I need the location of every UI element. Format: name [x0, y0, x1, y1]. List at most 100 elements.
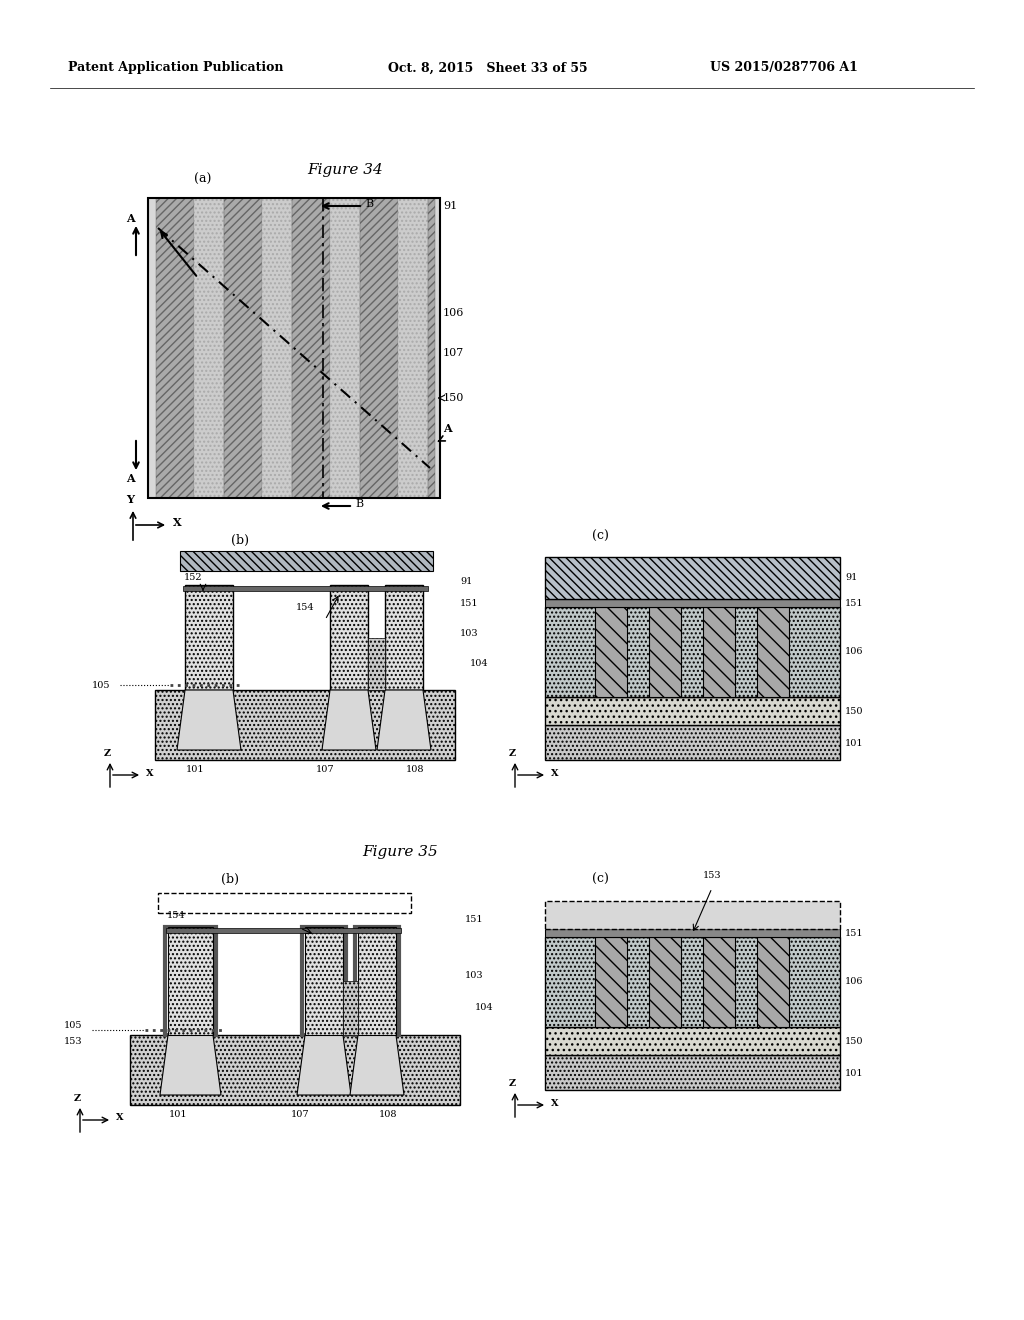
Bar [185, 585, 233, 690]
Text: 105: 105 [91, 681, 110, 689]
Text: 101: 101 [185, 766, 205, 774]
Text: Z: Z [74, 1094, 81, 1104]
Polygon shape [177, 690, 241, 750]
Text: 154: 154 [296, 603, 314, 612]
Bar [545, 607, 840, 697]
Bar [545, 902, 840, 929]
Bar [343, 981, 358, 1035]
Bar [158, 894, 411, 913]
Text: 107: 107 [291, 1110, 309, 1119]
Bar [545, 1055, 840, 1090]
Polygon shape [350, 1035, 404, 1096]
Bar [428, 198, 435, 498]
Bar [545, 697, 840, 725]
Bar [355, 927, 399, 1035]
Bar [595, 607, 627, 697]
Text: A: A [443, 422, 452, 433]
Text: 91: 91 [460, 578, 472, 586]
Text: 150: 150 [845, 706, 863, 715]
Bar [302, 927, 346, 1035]
Text: 151: 151 [460, 599, 478, 609]
Bar [224, 198, 262, 498]
Text: 154: 154 [167, 911, 185, 920]
Text: 106: 106 [845, 648, 863, 656]
Text: Figure 34: Figure 34 [307, 162, 383, 177]
Text: Oct. 8, 2015   Sheet 33 of 55: Oct. 8, 2015 Sheet 33 of 55 [388, 62, 588, 74]
Text: 105: 105 [63, 1020, 82, 1030]
Text: X: X [173, 517, 181, 528]
Bar [545, 1027, 840, 1055]
Text: 104: 104 [470, 660, 488, 668]
Polygon shape [322, 690, 376, 750]
Text: 151: 151 [845, 928, 863, 937]
Bar [545, 599, 840, 607]
Text: 108: 108 [379, 1110, 397, 1119]
Text: 152: 152 [183, 573, 203, 582]
Text: 103: 103 [460, 628, 478, 638]
Bar [649, 937, 681, 1027]
Text: Z: Z [509, 748, 515, 758]
Text: 150: 150 [845, 1036, 863, 1045]
Bar [155, 690, 455, 760]
Text: 104: 104 [475, 1003, 494, 1012]
Bar [183, 586, 428, 591]
Text: 107: 107 [443, 348, 464, 358]
Text: 108: 108 [406, 766, 424, 774]
Bar [368, 638, 385, 690]
Bar [330, 198, 360, 498]
Bar [305, 927, 343, 1035]
Text: 151: 151 [845, 598, 863, 607]
Text: X: X [551, 768, 559, 777]
Bar [194, 198, 224, 498]
Bar [166, 928, 401, 933]
Text: Patent Application Publication: Patent Application Publication [68, 62, 284, 74]
Text: 106: 106 [845, 978, 863, 986]
Bar [649, 607, 681, 697]
Bar [703, 937, 735, 1027]
Bar [360, 198, 398, 498]
Bar [168, 927, 213, 1035]
Text: 106: 106 [443, 308, 464, 318]
Text: (c): (c) [592, 873, 608, 886]
Bar [156, 198, 194, 498]
Text: Z: Z [103, 748, 111, 758]
Bar [545, 937, 840, 1027]
Text: 107: 107 [315, 766, 334, 774]
Text: A: A [126, 473, 134, 483]
Polygon shape [297, 1035, 351, 1096]
Bar [757, 607, 790, 697]
Text: US 2015/0287706 A1: US 2015/0287706 A1 [710, 62, 858, 74]
Text: 91: 91 [443, 201, 458, 211]
Bar [545, 725, 840, 760]
Text: 101: 101 [169, 1110, 187, 1119]
Text: X: X [146, 768, 154, 777]
Bar [545, 557, 840, 599]
Text: X: X [116, 1114, 124, 1122]
Text: 103: 103 [465, 972, 483, 981]
Text: B: B [355, 499, 364, 510]
Bar [398, 198, 428, 498]
Text: Y: Y [126, 494, 134, 506]
Text: Z: Z [509, 1078, 515, 1088]
Text: (c): (c) [592, 531, 608, 543]
Bar [148, 198, 440, 498]
Text: 150: 150 [443, 393, 464, 403]
Bar [358, 927, 396, 1035]
Text: X: X [551, 1098, 559, 1107]
Bar [703, 607, 735, 697]
Bar [262, 198, 292, 498]
Bar [165, 927, 216, 1035]
Bar [148, 198, 440, 498]
Text: (b): (b) [221, 873, 239, 886]
Bar [757, 937, 790, 1027]
Bar [595, 937, 627, 1027]
Polygon shape [160, 1035, 221, 1096]
Text: 91: 91 [845, 573, 857, 582]
Text: 153: 153 [702, 871, 721, 880]
Text: 151: 151 [465, 916, 483, 924]
Text: (b): (b) [231, 535, 249, 546]
Bar [148, 198, 440, 498]
Bar [180, 550, 433, 572]
Polygon shape [377, 690, 431, 750]
Bar [130, 1035, 460, 1105]
